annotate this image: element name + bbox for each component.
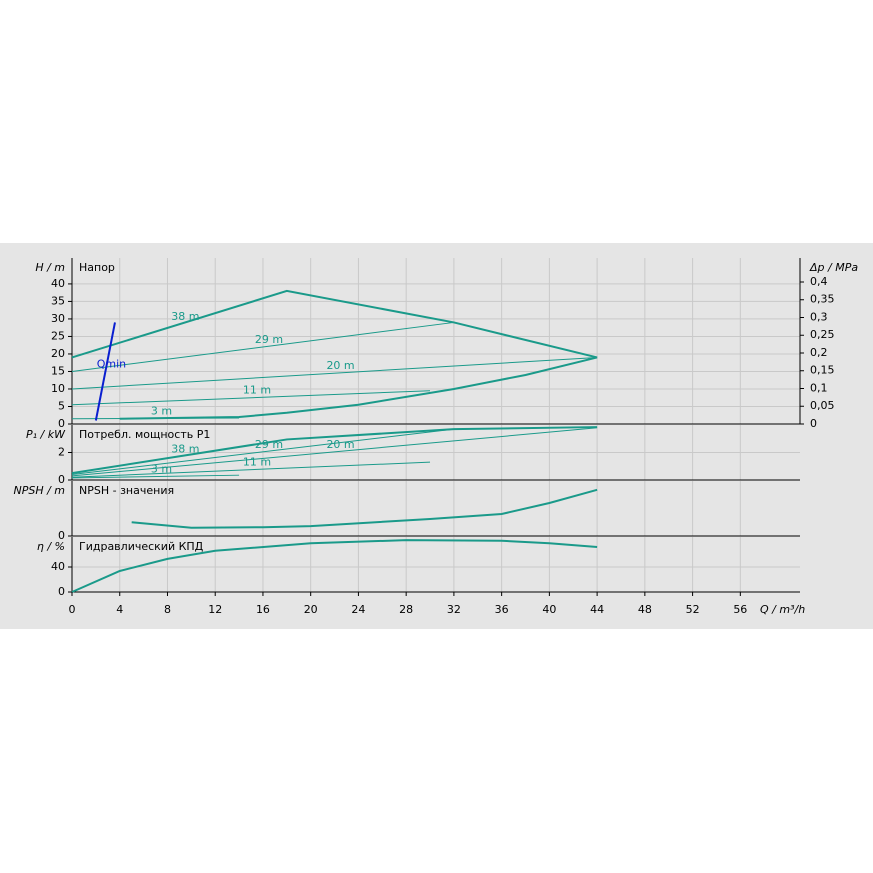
x-tick-label: 32	[447, 603, 461, 616]
y-tick-label: 0	[58, 585, 65, 598]
y2-tick-label: 0,3	[810, 310, 828, 323]
x-tick-label: 0	[69, 603, 76, 616]
y-tick-label: 2	[58, 446, 65, 459]
y-tick-label: 40	[51, 560, 65, 573]
curve	[71, 390, 431, 406]
y-tick-label: 20	[51, 347, 65, 360]
y-tick-label: 40	[51, 277, 65, 290]
panel-title: Напор	[79, 261, 115, 274]
x-tick-label: 40	[542, 603, 556, 616]
y-tick-label: 30	[51, 312, 65, 325]
x-tick-label: 56	[733, 603, 747, 616]
curve-label: 38 m	[171, 310, 199, 323]
x-tick-label: 16	[256, 603, 270, 616]
curve	[71, 289, 598, 359]
y2-tick-label: 0,25	[810, 328, 835, 341]
y-tick-label: 15	[51, 364, 65, 377]
y2-tick-label: 0	[810, 417, 817, 430]
curve	[71, 474, 240, 479]
curve	[131, 488, 598, 529]
y2-tick-label: 0,35	[810, 293, 835, 306]
x-tick-label: 36	[495, 603, 509, 616]
plot-area	[72, 258, 800, 424]
x-tick-label: 52	[686, 603, 700, 616]
curve	[71, 427, 598, 477]
curve-label: 3 m	[151, 463, 172, 476]
curve	[119, 356, 598, 420]
y-axis-label: H / m	[35, 261, 65, 274]
curve	[71, 539, 598, 593]
panel-title: NPSH - значения	[79, 484, 174, 497]
curve-label: 3 m	[151, 404, 172, 417]
curve	[71, 428, 454, 475]
curve-label: 29 m	[255, 438, 283, 451]
y2-tick-label: 0,05	[810, 399, 835, 412]
y-tick-label: 25	[51, 329, 65, 342]
x-tick-label: 44	[590, 603, 604, 616]
curve	[94, 322, 116, 421]
curve-label: Qmin	[97, 357, 126, 370]
x-tick-label: 48	[638, 603, 652, 616]
curve	[71, 356, 598, 390]
curve-label: 38 m	[171, 442, 199, 455]
y2-tick-label: 0,4	[810, 275, 828, 288]
curve-label: 11 m	[243, 384, 271, 397]
y2-tick-label: 0,15	[810, 364, 835, 377]
x-tick-label: 20	[304, 603, 318, 616]
x-tick-label: 12	[208, 603, 222, 616]
x-axis-label: Q / m³/h	[760, 603, 805, 616]
y-tick-label: 0	[58, 473, 65, 486]
panel-title: Потребл. мощность P1	[79, 428, 210, 441]
y2-axis-label: Δp / MPa	[809, 261, 858, 274]
y2-tick-label: 0,2	[810, 346, 828, 359]
curve-label: 20 m	[326, 438, 354, 451]
y-tick-label: 0	[58, 529, 65, 542]
x-tick-label: 8	[164, 603, 171, 616]
y-axis-label: NPSH / m	[13, 484, 65, 497]
y2-tick-label: 0,1	[810, 381, 828, 394]
x-tick-label: 24	[351, 603, 365, 616]
y-axis-label: P₁ / kW	[26, 428, 66, 441]
y-tick-label: 0	[58, 417, 65, 430]
curve-label: 20 m	[326, 359, 354, 372]
panel-title: Гидравлический КПД	[79, 540, 204, 553]
curve	[71, 426, 598, 475]
curve-label: 11 m	[243, 456, 271, 469]
x-tick-label: 4	[116, 603, 123, 616]
y-axis-label: η / %	[37, 540, 65, 553]
y-tick-label: 5	[58, 399, 65, 412]
x-tick-label: 28	[399, 603, 413, 616]
plot-area	[72, 537, 800, 592]
curve-label: 29 m	[255, 333, 283, 346]
y-tick-label: 10	[51, 382, 65, 395]
curve	[71, 321, 454, 372]
curve	[71, 461, 431, 478]
y-tick-label: 35	[51, 294, 65, 307]
